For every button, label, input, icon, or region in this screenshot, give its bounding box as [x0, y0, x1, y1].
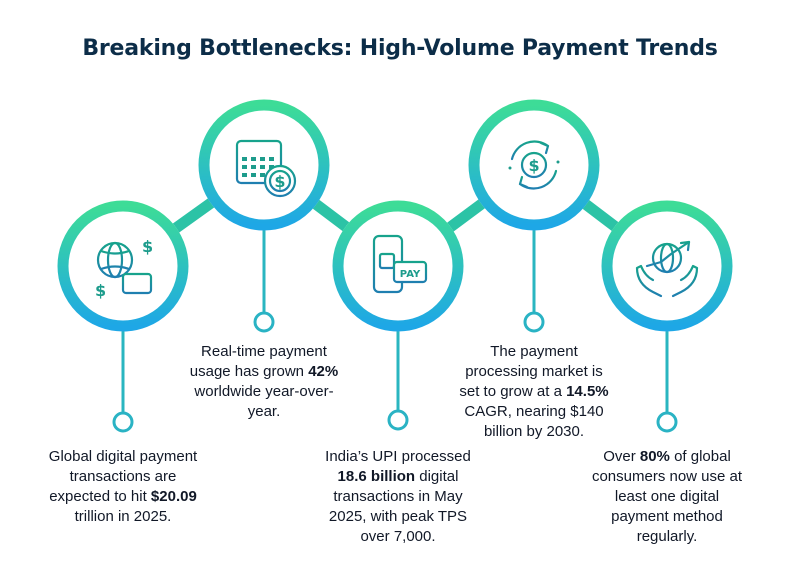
caption-line: Global digital payment	[18, 447, 228, 467]
step-caption: Global digital payment transactions are ex…	[18, 447, 228, 527]
caption-text: of global	[669, 448, 731, 465]
caption-line: set to grow at a 14.5%	[439, 382, 629, 402]
caption-text: over 7,000.	[360, 528, 436, 545]
calendar-dollar-icon: $	[235, 134, 297, 198]
globe-cards-dollar-icon: $$	[95, 237, 153, 300]
caption-text: worldwide year-over-	[194, 383, 334, 400]
caption-line: over 7,000.	[293, 527, 503, 547]
caption-text: processing market is	[465, 363, 603, 380]
svg-text:$: $	[142, 237, 153, 256]
caption-line: payment method	[567, 507, 767, 527]
svg-text:$: $	[95, 281, 106, 300]
caption-line: worldwide year-over-	[164, 382, 364, 402]
step-caption: Real-time payment usage has grown 42% worl…	[164, 342, 364, 422]
caption-highlight: $20.09	[150, 488, 197, 505]
step-caption: Over 80% of global consumers now use at le…	[567, 447, 767, 547]
caption-line: usage has grown 42%	[164, 362, 364, 382]
svg-text:PAY: PAY	[400, 269, 421, 280]
page-title: Breaking Bottlenecks: High-Volume Paymen…	[82, 36, 718, 61]
caption-text: transactions are	[69, 468, 177, 485]
caption-line: Over 80% of global	[567, 447, 767, 467]
caption-line: 2025, with peak TPS	[293, 507, 503, 527]
caption-text: The payment	[490, 343, 578, 360]
caption-text: consumers now use at	[591, 468, 743, 485]
caption-line: The payment	[439, 342, 629, 362]
stem-dot	[656, 411, 678, 433]
caption-text: least one digital	[614, 488, 720, 505]
stem-dot	[253, 311, 275, 333]
svg-text:$: $	[528, 156, 539, 175]
caption-line: Real-time payment	[164, 342, 364, 362]
caption-text: transactions in May	[333, 488, 463, 505]
caption-text: CAGR, nearing $140	[464, 403, 604, 420]
step-ring	[57, 200, 189, 332]
caption-line: expected to hit $20.09	[18, 487, 228, 507]
caption-line: 18.6 billion digital	[293, 467, 503, 487]
caption-line: year.	[164, 402, 364, 422]
caption-text: set to grow at a	[459, 383, 567, 400]
step-ring	[468, 99, 600, 231]
caption-text: regularly.	[636, 528, 698, 545]
stem-dot	[387, 409, 409, 431]
caption-highlight: 18.6 billion	[337, 468, 416, 485]
caption-line: processing market is	[439, 362, 629, 382]
caption-text: trillion in 2025.	[74, 508, 172, 525]
caption-highlight: 42%	[308, 363, 339, 380]
caption-text: billion by 2030.	[483, 423, 585, 440]
phone-pay-card-icon: PAY	[372, 234, 428, 294]
step-caption: India’s UPI processed 18.6 billion digita…	[293, 447, 503, 547]
stem-dot	[523, 311, 545, 333]
caption-line: trillion in 2025.	[18, 507, 228, 527]
caption-line: regularly.	[567, 527, 767, 547]
caption-text: year.	[247, 403, 281, 420]
caption-text: India’s UPI processed	[325, 448, 471, 465]
step-ring	[601, 200, 733, 332]
caption-highlight: 80%	[639, 448, 670, 465]
caption-text: payment method	[611, 508, 723, 525]
stem-dot	[112, 411, 134, 433]
caption-text: digital	[415, 468, 459, 485]
caption-text: Over	[603, 448, 640, 465]
caption-text: usage has grown	[189, 363, 309, 380]
caption-text: expected to hit	[49, 488, 151, 505]
caption-line: transactions in May	[293, 487, 503, 507]
caption-text: 2025, with peak TPS	[328, 508, 468, 525]
caption-text: Global digital payment	[48, 448, 198, 465]
caption-text: Real-time payment	[201, 343, 327, 360]
caption-line: least one digital	[567, 487, 767, 507]
caption-line: CAGR, nearing $140	[439, 402, 629, 422]
hands-globe-growth-icon	[635, 240, 699, 298]
svg-text:$: $	[274, 172, 285, 191]
caption-line: billion by 2030.	[439, 422, 629, 442]
caption-highlight: 14.5%	[566, 383, 609, 400]
caption-line: transactions are	[18, 467, 228, 487]
caption-line: India’s UPI processed	[293, 447, 503, 467]
caption-line: consumers now use at	[567, 467, 767, 487]
step-caption: The payment processing market is set to gr…	[439, 342, 629, 442]
dollar-cycle-icon: $	[508, 140, 560, 190]
